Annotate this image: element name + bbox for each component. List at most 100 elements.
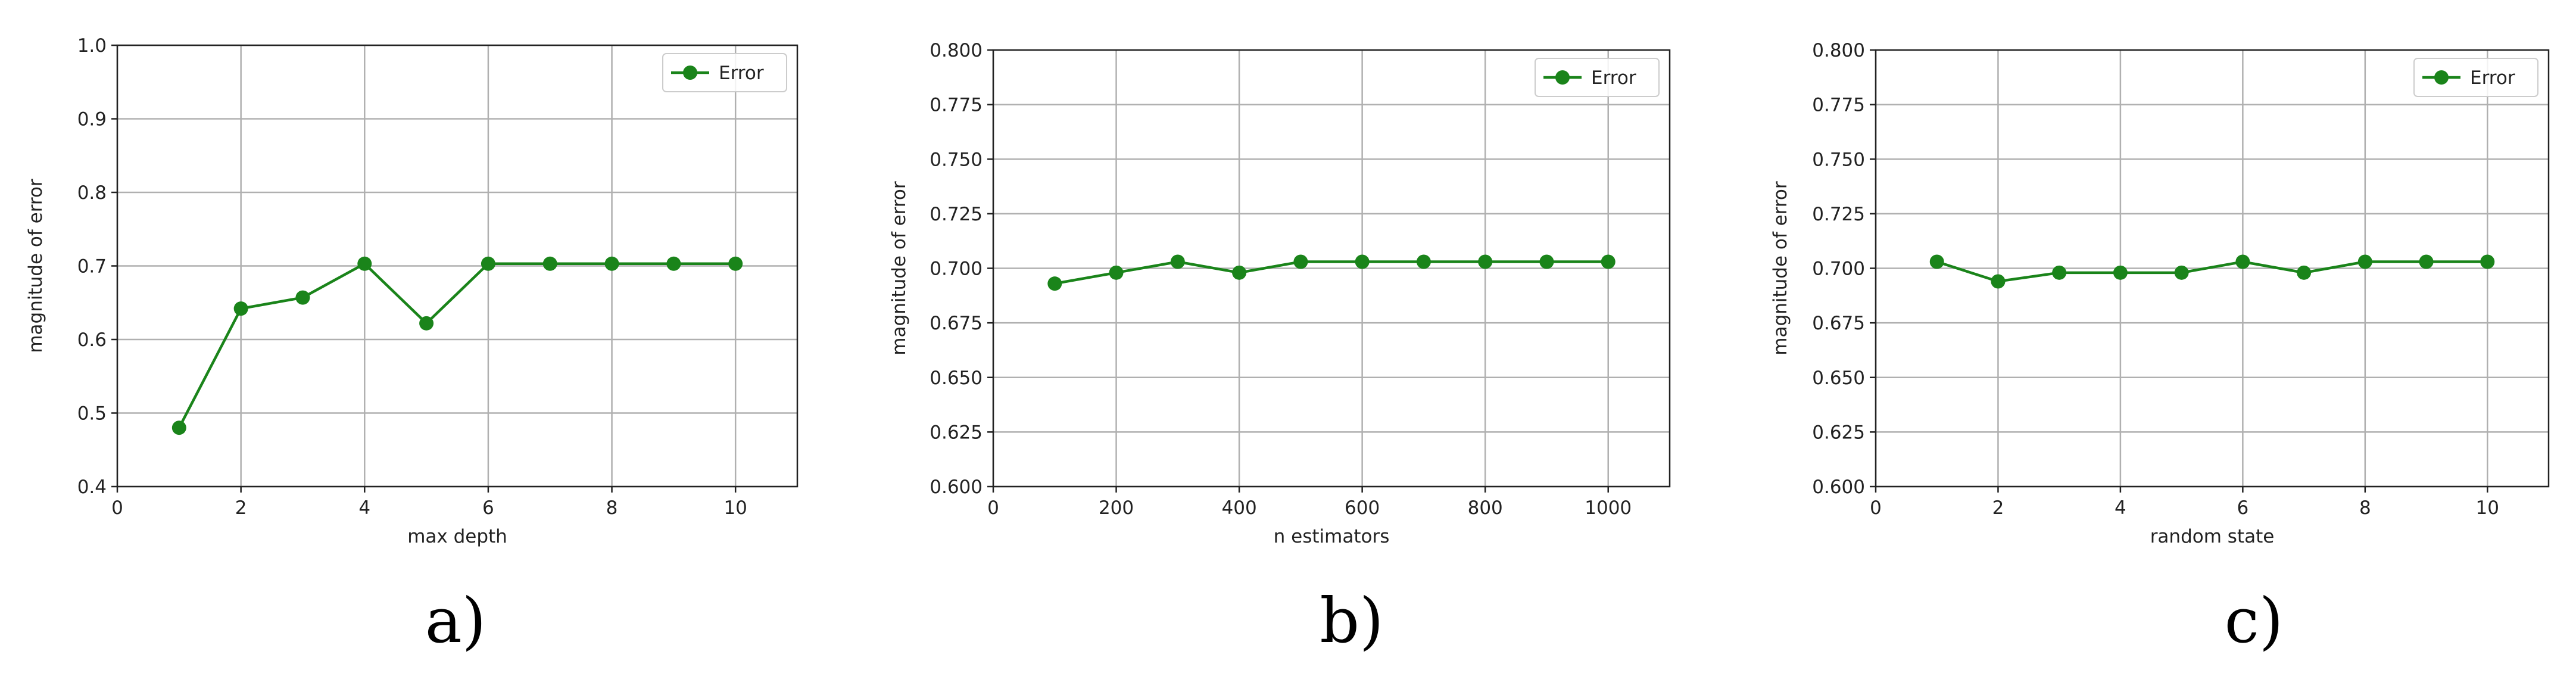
x-tick-label: 4 <box>358 497 370 519</box>
y-tick-label: 0.625 <box>1812 422 1865 443</box>
legend-label: Error <box>1591 67 1636 89</box>
panel-b: 0 200 400 600 800 1000 0.600 0.625 0.650 0.675 0.7… <box>888 40 1671 547</box>
x-tick-label: 800 <box>1468 497 1503 519</box>
y-tick-label: 0.725 <box>1812 204 1865 225</box>
data-point <box>2113 265 2128 280</box>
panel-c: 0 2 4 6 8 10 0.600 0.625 0.650 0.675 0.700 0.725 0.7… <box>1770 40 2550 547</box>
caption-b: b) <box>1320 584 1383 657</box>
y-tick-label: 0.650 <box>930 367 983 389</box>
data-point <box>1355 254 1370 269</box>
data-point <box>1929 254 1944 269</box>
data-point <box>1416 254 1431 269</box>
x-tick-label: 0 <box>111 497 123 519</box>
y-tick-label: 0.725 <box>930 204 983 225</box>
y-tick-label: 0.800 <box>930 40 983 61</box>
legend-marker <box>1555 70 1570 85</box>
caption-a: a) <box>425 584 486 657</box>
legend-marker <box>683 66 697 80</box>
y-tick-label: 0.4 <box>77 476 107 498</box>
x-axis-label: random state <box>2150 526 2275 547</box>
y-tick-label: 0.600 <box>1812 476 1865 498</box>
plot-frame <box>116 44 799 488</box>
y-tick-label: 0.8 <box>77 182 107 204</box>
legend-label: Error <box>719 63 764 84</box>
plot-frame <box>992 49 1671 488</box>
caption-c: c) <box>2225 584 2284 657</box>
x-axis-label: n estimators <box>1274 526 1390 547</box>
y-tick-label: 0.750 <box>1812 149 1865 170</box>
legend-box <box>1535 58 1660 97</box>
data-point <box>666 256 681 271</box>
data-point <box>1109 265 1124 280</box>
x-tick-label: 0 <box>1870 497 1882 519</box>
data-point <box>604 256 619 271</box>
data-point <box>2480 254 2495 269</box>
x-tick-label: 10 <box>2476 497 2499 519</box>
x-tick-label: 1000 <box>1585 497 1632 519</box>
legend-box <box>662 53 787 92</box>
panel-a: 0 2 4 6 8 10 0.4 0.5 0.6 0.7 0.8 0.9 1.0 max depth mag… <box>25 35 799 547</box>
data-point <box>1293 254 1308 269</box>
data-point <box>233 301 248 316</box>
data-point <box>481 256 495 271</box>
data-point <box>357 256 372 271</box>
x-tick-label: 6 <box>482 497 494 519</box>
y-tick-label: 0.800 <box>1812 40 1865 61</box>
data-point <box>1539 254 1554 269</box>
legend-marker <box>2434 70 2449 85</box>
y-tick-label: 0.625 <box>930 422 983 443</box>
data-point <box>728 256 743 271</box>
data-point <box>2297 265 2312 280</box>
plot-frame <box>1875 49 2550 488</box>
x-tick-label: 8 <box>2359 497 2371 519</box>
y-tick-label: 0.6 <box>77 329 107 351</box>
data-point <box>1478 254 1493 269</box>
y-tick-label: 0.675 <box>930 313 983 334</box>
y-tick-label: 0.650 <box>1812 367 1865 389</box>
data-point <box>2419 254 2434 269</box>
y-tick-label: 0.7 <box>77 256 107 278</box>
y-tick-label: 0.675 <box>1812 313 1865 334</box>
y-axis-label: magnitude of error <box>888 181 910 356</box>
data-point <box>1991 274 2006 289</box>
legend-label: Error <box>2470 67 2515 89</box>
x-tick-label: 8 <box>606 497 618 519</box>
y-tick-label: 0.700 <box>1812 258 1865 280</box>
series-line-error <box>177 262 736 429</box>
data-point <box>171 420 186 435</box>
x-tick-label: 2 <box>1992 497 2004 519</box>
y-tick-label: 0.600 <box>930 476 983 498</box>
legend-box <box>2413 58 2538 97</box>
data-point <box>1232 265 1247 280</box>
series-line-error <box>1054 260 1608 285</box>
y-tick-label: 0.775 <box>930 95 983 116</box>
x-tick-label: 10 <box>723 497 747 519</box>
x-tick-label: 6 <box>2237 497 2248 519</box>
x-axis-label: max depth <box>407 526 507 547</box>
data-point <box>295 290 310 305</box>
x-tick-label: 400 <box>1222 497 1257 519</box>
data-point <box>2235 254 2250 269</box>
x-tick-label: 2 <box>235 497 247 519</box>
y-tick-label: 0.750 <box>930 149 983 170</box>
data-point <box>2174 265 2189 280</box>
y-tick-label: 0.5 <box>77 403 107 425</box>
x-tick-label: 600 <box>1345 497 1380 519</box>
y-tick-label: 0.9 <box>77 109 107 130</box>
y-axis-label: magnitude of error <box>25 179 46 353</box>
data-point <box>1601 254 1616 269</box>
data-point <box>1047 276 1062 291</box>
data-point <box>419 316 434 331</box>
y-tick-label: 0.700 <box>930 258 983 280</box>
data-point <box>2357 254 2372 269</box>
data-point <box>2052 265 2067 280</box>
y-axis-label: magnitude of error <box>1770 181 1791 356</box>
data-point <box>542 256 557 271</box>
x-tick-label: 200 <box>1099 497 1134 519</box>
y-tick-label: 1.0 <box>77 35 107 57</box>
x-tick-label: 4 <box>2115 497 2126 519</box>
y-tick-label: 0.775 <box>1812 95 1865 116</box>
x-tick-label: 0 <box>987 497 999 519</box>
data-point <box>1170 254 1185 269</box>
